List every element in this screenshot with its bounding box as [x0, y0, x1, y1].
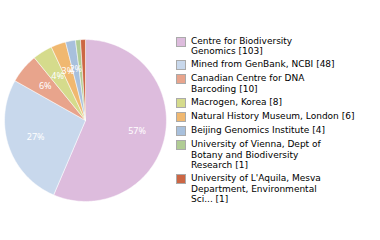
svg-text:3%: 3%: [61, 63, 75, 77]
svg-text:2%: 2%: [69, 62, 82, 75]
html-text:Centre for Biodiversity Genomi: Centre for Biodiversity Genomics [103]: [191, 35, 293, 57]
svg-text:6%: 6%: [39, 79, 52, 92]
html-text:University of Vienna, Dept of: University of Vienna, Dept of Botany and…: [191, 139, 321, 170]
svg-text:27%: 27%: [27, 130, 45, 143]
svg-text:57%: 57%: [128, 124, 146, 137]
html-text:Beijing Genomics Institute [4]: Beijing Genomics Institute [4]: [191, 125, 325, 136]
html-text:Canadian Centre for DNA Barcod: Canadian Centre for DNA Barcoding [10]: [191, 73, 305, 94]
svg-text:4%: 4%: [51, 68, 64, 82]
html-text:Macrogen, Korea [8]: Macrogen, Korea [8]: [191, 97, 282, 108]
html-text:Natural History Museum, London: Natural History Museum, London [6]: [191, 111, 355, 122]
html-text:Mined from GenBank, NCBI [48]: Mined from GenBank, NCBI [48]: [191, 59, 335, 70]
html-text:University of L'Aquila, Mesva: University of L'Aquila, Mesva Department…: [191, 173, 321, 204]
